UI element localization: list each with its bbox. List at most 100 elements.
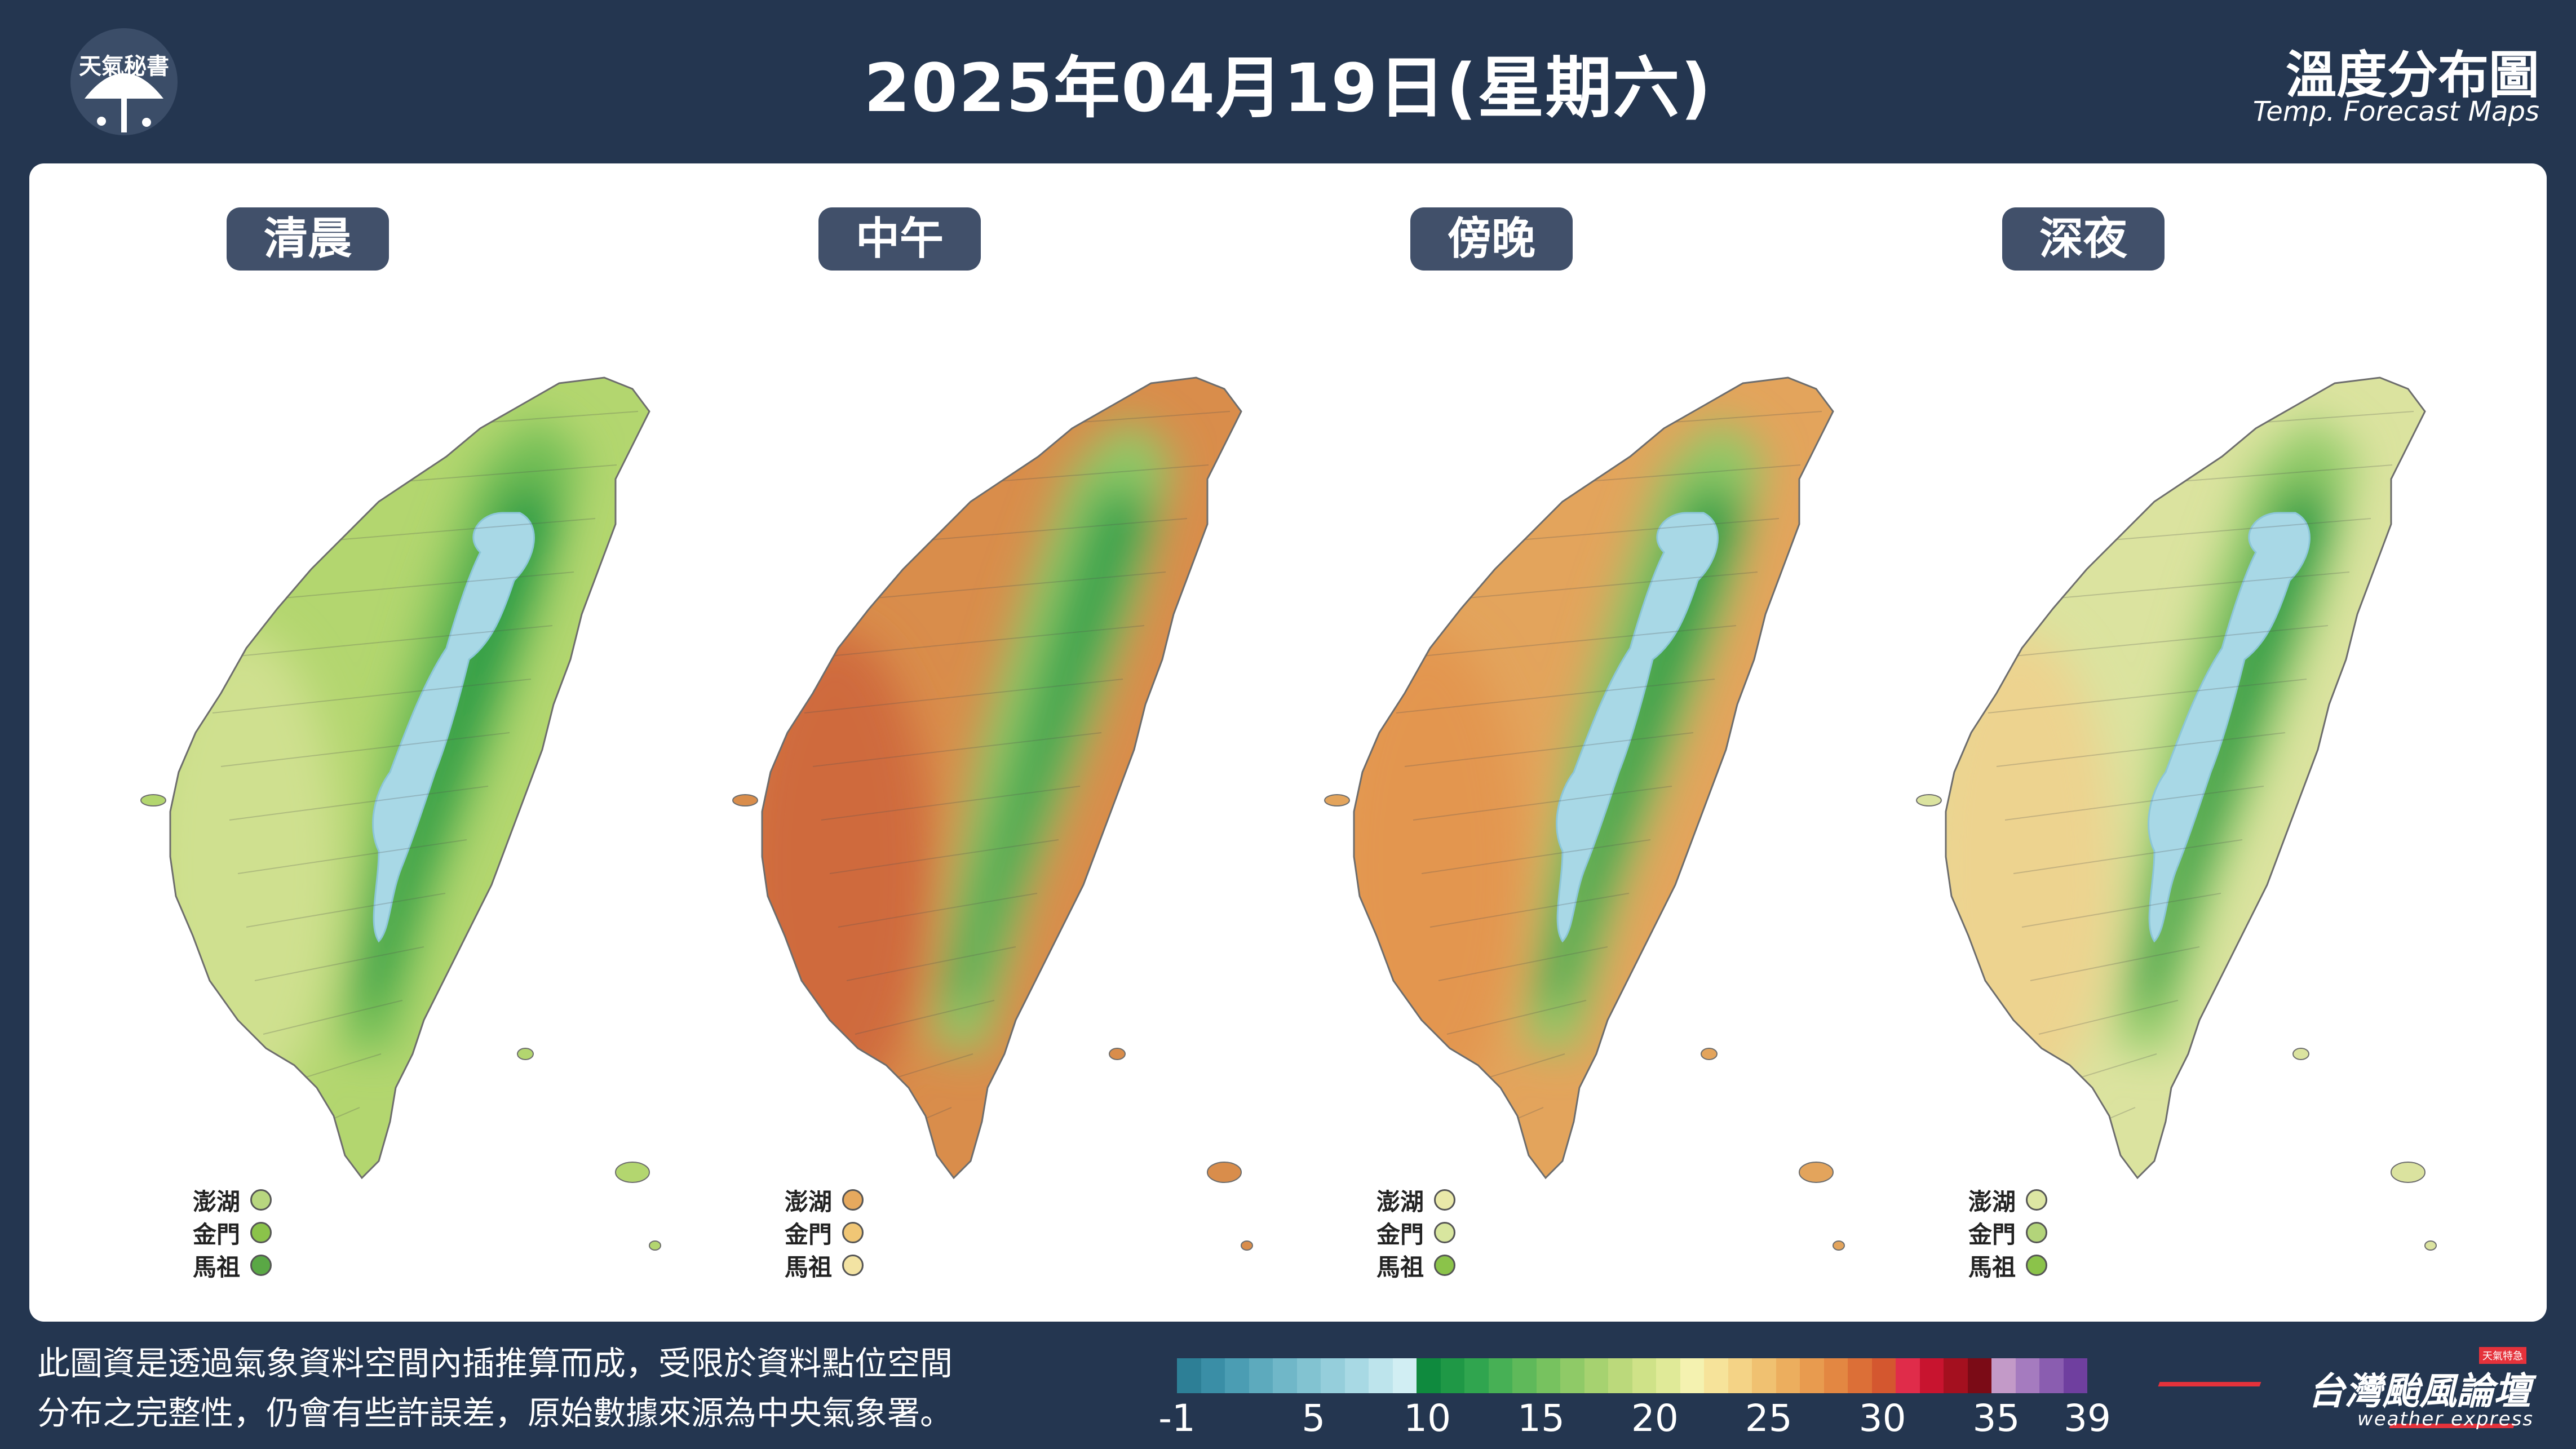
colorbar-tick-label: 39 (2064, 1397, 2111, 1440)
islet (1799, 1162, 1834, 1183)
colorbar-tick-label: 10 (1404, 1397, 1451, 1440)
islet (1109, 1048, 1126, 1060)
county-boundary-line (212, 679, 532, 714)
county-boundary-line (2013, 839, 2243, 874)
taiwan-temperature-map (1324, 376, 1845, 1251)
islet (1207, 1162, 1242, 1183)
islet (615, 1162, 650, 1183)
colorbar-swatch (1392, 1358, 1417, 1393)
colorbar-swatch (1488, 1358, 1512, 1393)
islet (1241, 1240, 1253, 1251)
temperature-colorbar (1177, 1358, 2087, 1393)
island-temperature-dot (250, 1189, 272, 1211)
central-mountain-zone (356, 479, 559, 1009)
colorbar-swatch (1871, 1358, 1896, 1393)
map-column-noon: 中午 澎湖 金門 馬祖 (666, 163, 1258, 1322)
colorbar-swatch (1201, 1358, 1225, 1393)
colorbar-swatch (1321, 1358, 1345, 1393)
island-temperature-dot (842, 1222, 864, 1243)
island-name: 馬祖 (1376, 1253, 1424, 1281)
brand-subtitle: Temp. Forecast Maps (2252, 96, 2539, 127)
colorbar-tick-label: 35 (1972, 1397, 2020, 1440)
island-legend-item: 馬祖 (1376, 1249, 1456, 1282)
outlying-islands-legend: 澎湖 金門 馬祖 (1968, 1184, 2048, 1282)
map-column-dawn: 清晨 澎湖 金門 馬祖 (74, 163, 666, 1322)
colorbar-tick-label: 5 (1302, 1397, 1326, 1440)
island-name: 馬祖 (193, 1253, 241, 1281)
colorbar-swatch (1823, 1358, 1848, 1393)
county-boundary-line (254, 946, 424, 981)
colorbar-swatch (1369, 1358, 1393, 1393)
high-mountain-cold-zone (2148, 512, 2311, 943)
islet (2424, 1240, 2437, 1251)
island-name: 澎湖 (1968, 1187, 2016, 1216)
county-boundary-line (1979, 625, 2329, 660)
colorbar-swatch (1296, 1358, 1321, 1393)
islet (1833, 1240, 1845, 1251)
islet (649, 1240, 661, 1251)
county-boundary-line (2030, 946, 2200, 981)
county-boundary-line (1988, 679, 2307, 714)
county-boundary-line (1404, 732, 1694, 767)
island-temperature-dot (842, 1189, 864, 1211)
county-boundary-line (2038, 1000, 2179, 1035)
island-temperature-dot (1434, 1255, 1456, 1276)
colorbar-swatch (2063, 1358, 2087, 1393)
island-temperature-dot (1434, 1222, 1456, 1243)
time-of-day-label: 深夜 (2002, 207, 2165, 271)
islet (2391, 1162, 2425, 1183)
island-temperature-dot (1434, 1189, 1456, 1211)
umbrella-icon (70, 28, 178, 135)
county-boundary-line (838, 893, 1038, 928)
island-temperature-dot (842, 1255, 864, 1276)
island-name: 澎湖 (1376, 1187, 1424, 1216)
disclaimer-line-1: 此圖資是透過氣象資料空間內插推算而成，受限於資料點位空間 (37, 1344, 953, 1382)
county-boundary-line (229, 786, 489, 821)
disclaimer-line-2: 分布之完整性，仍會有些許誤差，原始數據來源為中央氣象署。 (37, 1394, 953, 1432)
island-name: 金門 (193, 1220, 241, 1248)
island-legend-item: 金門 (1376, 1216, 1456, 1249)
colorbar-swatch (1249, 1358, 1273, 1393)
logo-text: 天氣秘書 (79, 54, 169, 79)
brand-title: 溫度分布圖 (2286, 46, 2539, 105)
colorbar-swatch (1728, 1358, 1752, 1393)
county-boundary-line (1396, 679, 1715, 714)
island-name: 澎湖 (193, 1187, 241, 1216)
islet (1701, 1048, 1718, 1060)
islet (732, 794, 758, 807)
island-name: 金門 (1968, 1220, 2016, 1248)
colorbar-swatch (1608, 1358, 1632, 1393)
county-boundary-line (1413, 786, 1672, 821)
county-boundary-line (1446, 1000, 1587, 1035)
publisher-name: 台灣颱風論壇 (2308, 1370, 2531, 1413)
colorbar-swatch (1225, 1358, 1249, 1393)
colorbar-swatch (1752, 1358, 1776, 1393)
island-temperature-dot (2026, 1222, 2048, 1243)
colorbar-swatch (1560, 1358, 1584, 1393)
islet (140, 794, 166, 807)
county-boundary-line (812, 732, 1102, 767)
colorbar-swatch (1656, 1358, 1680, 1393)
high-mountain-cold-zone (1556, 512, 1719, 943)
time-of-day-label: 中午 (818, 207, 981, 271)
colorbar-swatch (1896, 1358, 1920, 1393)
colorbar-swatch (1417, 1358, 1441, 1393)
county-boundary-line (829, 839, 1059, 874)
island-legend-item: 馬祖 (785, 1249, 864, 1282)
island-legend-item: 金門 (193, 1216, 272, 1249)
publisher-stripe-1 (2158, 1382, 2261, 1386)
county-boundary-line (1429, 893, 1630, 928)
islet (1916, 794, 1942, 807)
central-mountain-zone (1540, 479, 1743, 1009)
colorbar-swatch (1344, 1358, 1369, 1393)
islet (1324, 794, 1350, 807)
county-boundary-line (846, 946, 1016, 981)
colorbar-swatch (1464, 1358, 1489, 1393)
island-legend-item: 澎湖 (193, 1184, 272, 1216)
colorbar-swatch (1632, 1358, 1656, 1393)
county-boundary-line (795, 625, 1145, 660)
island-temperature-dot (250, 1255, 272, 1276)
island-name: 馬祖 (1968, 1253, 2016, 1281)
island-legend-item: 金門 (785, 1216, 864, 1249)
colorbar-tick-label: -1 (1158, 1397, 1196, 1440)
